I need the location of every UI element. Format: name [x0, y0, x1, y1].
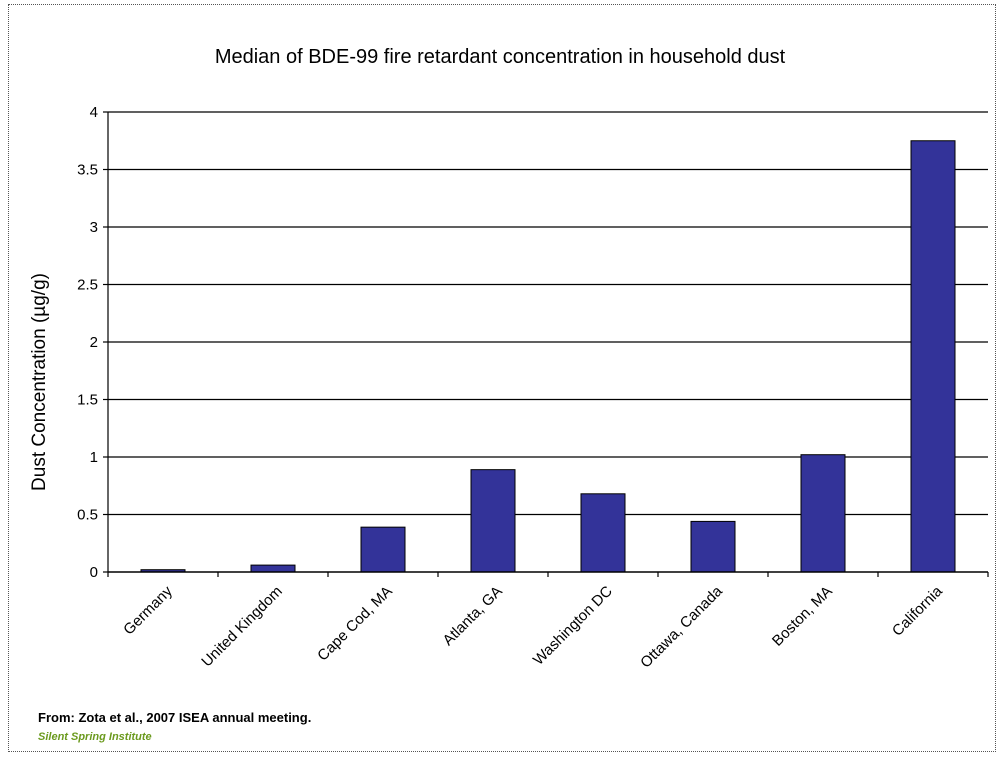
y-tick-label: 1.5: [77, 392, 98, 409]
x-tick-label: Boston, MA: [769, 583, 836, 650]
chart-title: Median of BDE-99 fire retardant concentr…: [215, 46, 786, 68]
y-tick-labels: 0 0.5 1 1.5 2 2.5 3 3.5 4: [77, 104, 98, 581]
bar-california: [910, 140, 956, 573]
y-tick-label: 4: [90, 104, 98, 121]
y-axis-label: Dust Concentration (µg/g): [29, 273, 50, 491]
x-tick-label: California: [889, 582, 946, 639]
y-tick-label: 0.5: [77, 507, 98, 524]
bar-cape-cod-ma: [360, 526, 406, 573]
x-tick-label: Ottawa, Canada: [637, 582, 726, 671]
bar-boston-ma: [800, 454, 846, 573]
source-citation: From: Zota et al., 2007 ISEA annual meet…: [38, 710, 312, 725]
bar-washington-dc: [580, 493, 626, 573]
x-tick-labels: Germany United Kingdom Cape Cod, MA Atlanta…: [120, 582, 946, 671]
y-tick-label: 3.5: [77, 162, 98, 179]
bar-united-kingdom: [250, 564, 296, 573]
y-tick-label: 0: [90, 564, 98, 581]
bar-atlanta-ga: [470, 469, 516, 573]
y-tick-label: 3: [90, 219, 98, 236]
x-tick-label: Germany: [120, 582, 176, 638]
y-tick-label: 1: [90, 449, 98, 466]
axes: [103, 111, 989, 577]
source-organization: Silent Spring Institute: [38, 731, 152, 743]
y-tick-label: 2: [90, 334, 98, 351]
y-tick-label: 2.5: [77, 277, 98, 294]
x-tick-label: United Kingdom: [198, 583, 285, 670]
chart-frame: [8, 4, 996, 752]
x-tick-label: Washington DC: [530, 583, 616, 669]
gridlines: [108, 111, 988, 516]
bars: [140, 140, 956, 573]
bar-ottawa-canada: [690, 520, 736, 573]
x-tick-label: Atlanta, GA: [440, 583, 506, 649]
x-tick-label: Cape Cod, MA: [314, 583, 396, 665]
